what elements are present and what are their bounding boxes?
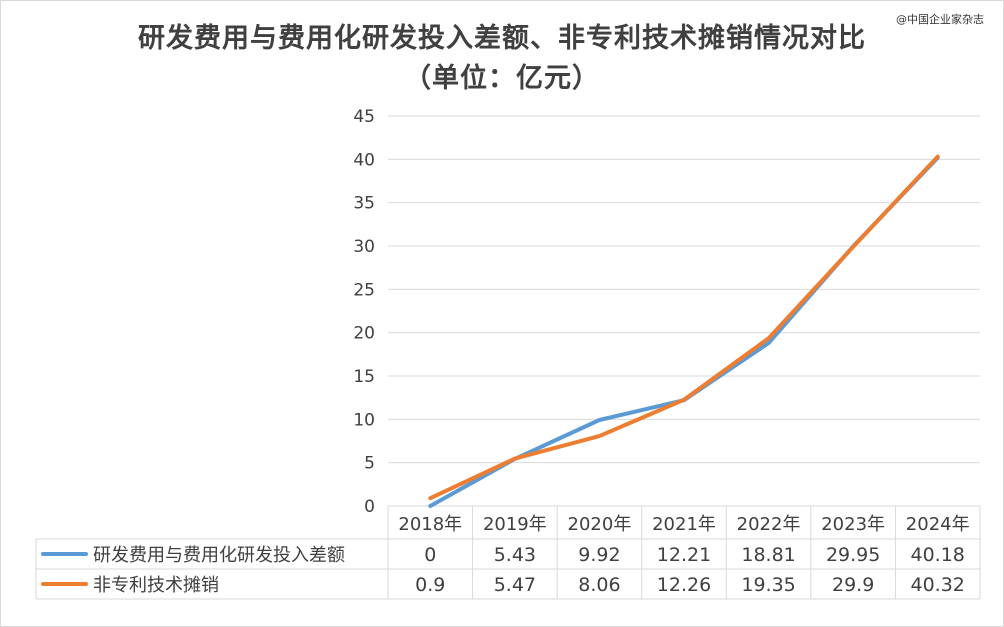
watermark: @中国企业家杂志 xyxy=(896,13,984,26)
y-tick-label: 45 xyxy=(353,107,375,127)
x-tick-label: 2021年 xyxy=(652,514,716,535)
table-value: 8.06 xyxy=(578,574,620,596)
x-tick-label: 2019年 xyxy=(483,514,547,535)
series-line xyxy=(428,154,940,501)
y-tick-label: 20 xyxy=(353,324,375,344)
table-value: 29.9 xyxy=(832,574,874,596)
chart-subtitle: （单位：亿元） xyxy=(404,63,600,94)
table-value: 40.18 xyxy=(911,544,965,566)
table-value: 5.47 xyxy=(494,574,536,596)
table-value: 19.35 xyxy=(741,574,795,596)
legend-label: 研发费用与费用化研发投入差额 xyxy=(93,545,345,566)
table-value: 18.81 xyxy=(741,544,795,566)
series-line xyxy=(428,155,940,508)
y-tick-label: 35 xyxy=(353,194,375,214)
x-tick-label: 2020年 xyxy=(568,514,632,535)
table-value: 9.92 xyxy=(578,544,620,566)
table-value: 0.9 xyxy=(415,574,445,596)
table-value: 5.43 xyxy=(494,544,536,566)
chart-title: 研发费用与费用化研发投入差额、非专利技术摊销情况对比 xyxy=(138,23,866,54)
x-tick-label: 2024年 xyxy=(906,514,970,535)
x-tick-label: 2023年 xyxy=(821,514,885,535)
y-tick-label: 5 xyxy=(364,454,375,474)
legend-label: 非专利技术摊销 xyxy=(93,575,219,596)
table-value: 40.32 xyxy=(911,574,965,596)
y-tick-label: 10 xyxy=(353,410,375,430)
y-tick-label: 0 xyxy=(364,497,375,517)
y-tick-label: 15 xyxy=(353,367,375,387)
table-value: 29.95 xyxy=(826,544,880,566)
x-tick-label: 2022年 xyxy=(737,514,801,535)
table-value: 0 xyxy=(424,544,436,566)
y-tick-label: 40 xyxy=(353,150,375,170)
table-value: 12.26 xyxy=(657,574,711,596)
table-value: 12.21 xyxy=(657,544,711,566)
y-tick-label: 30 xyxy=(353,237,375,257)
x-tick-label: 2018年 xyxy=(398,514,462,535)
y-tick-label: 25 xyxy=(353,280,375,300)
